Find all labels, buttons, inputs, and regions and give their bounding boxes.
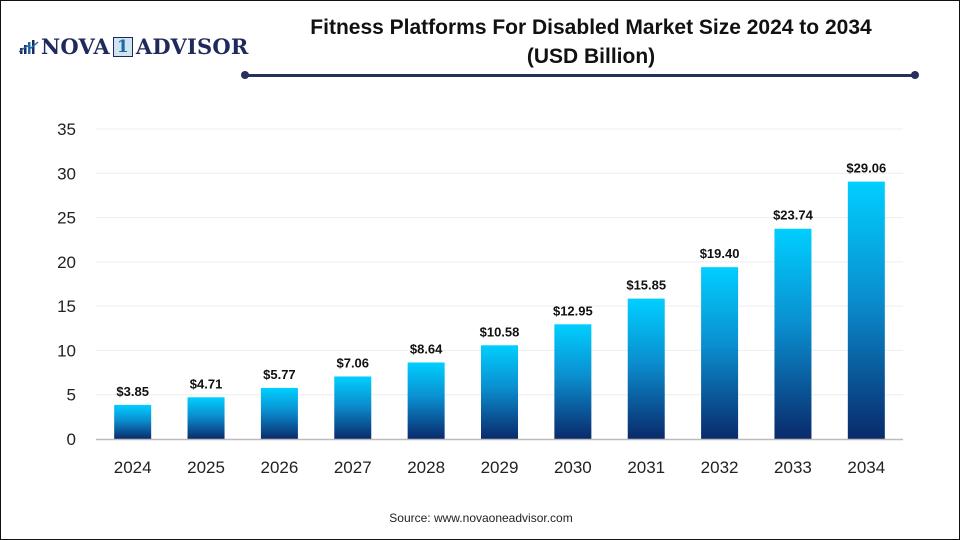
bar-2024 [114,404,152,439]
bar-2031 [627,298,665,439]
bar-chart-icon [19,39,39,54]
bar-2027 [334,376,372,439]
x-tick-label: 2033 [774,458,812,477]
x-tick-label: 2024 [114,458,152,477]
bar-2032 [701,267,739,439]
y-tick-label: 10 [57,341,76,360]
x-tick-label: 2029 [481,458,519,477]
x-tick-label: 2026 [260,458,298,477]
data-label: $7.06 [336,355,369,370]
y-tick-label: 30 [57,164,76,183]
brand-name-one: 1 [112,36,133,57]
data-label: $29.06 [846,161,886,176]
x-tick-label: 2025 [187,458,225,477]
bar-2025 [187,397,225,439]
y-tick-label: 20 [57,253,76,272]
data-label: $4.71 [190,376,223,391]
x-tick-label: 2032 [701,458,739,477]
chart-subtitle: (USD Billion) [526,45,656,68]
bar-2034 [847,181,885,439]
divider-left-dot [241,71,249,79]
y-axis-ticks: 0 5 10 15 20 25 30 35 [57,120,76,449]
bar-2030 [554,324,592,439]
x-axis-ticks: 2024 2025 2026 2027 2028 2029 2030 2031 2032 2033… [114,458,885,477]
divider-right-dot [911,71,919,79]
data-label: $3.85 [116,384,149,399]
brand-name-advisor: ADVISOR [135,34,249,59]
y-tick-label: 15 [57,297,76,316]
x-tick-label: 2028 [407,458,445,477]
y-tick-label: 25 [57,209,76,228]
y-tick-label: 35 [57,120,76,139]
y-tick-label: 0 [67,430,76,449]
data-labels: $3.85 $4.71 $5.77 $7.06 $8.64 $10.58 $12.95 $15… [116,161,886,399]
data-label: $12.95 [553,303,593,318]
data-label: $5.77 [263,367,296,382]
bar-2028 [407,362,445,439]
data-label: $15.85 [626,278,666,293]
chart-title: Fitness Platforms For Disabled Market Si… [310,16,872,39]
bar-2026 [260,387,298,439]
data-label: $8.64 [410,341,443,356]
chart-title-block: Fitness Platforms For Disabled Market Si… [251,13,931,71]
bars [114,181,885,439]
x-tick-label: 2030 [554,458,592,477]
data-label: $23.74 [773,208,814,223]
brand-logo: NOVA 1 ADVISOR [19,34,249,59]
data-label: $19.40 [700,246,740,261]
x-tick-label: 2027 [334,458,372,477]
brand-name-nova: NOVA [41,34,110,59]
data-label: $10.58 [480,324,520,339]
bar-2029 [481,345,518,439]
title-divider [245,74,915,77]
source-note: Source: www.novaoneadvisor.com [389,511,573,525]
x-tick-label: 2031 [627,458,665,477]
y-tick-label: 5 [67,386,76,405]
bar-2033 [774,228,812,439]
x-tick-label: 2034 [847,458,885,477]
